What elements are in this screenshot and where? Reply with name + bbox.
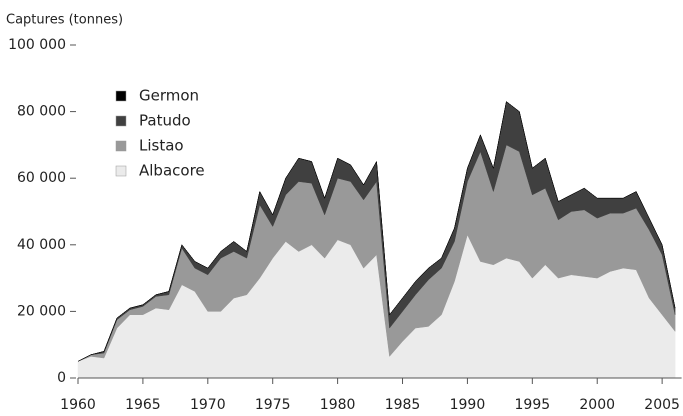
x-tick-label: 1975 xyxy=(255,397,291,413)
legend-swatch xyxy=(115,115,127,127)
x-tick-label: 2005 xyxy=(644,397,680,413)
legend-label: Germon xyxy=(139,87,199,105)
x-tick-label: 2000 xyxy=(579,397,615,413)
y-tick-label: 0 xyxy=(57,370,66,386)
x-tick-label: 1960 xyxy=(60,397,96,413)
x-tick-label: 1980 xyxy=(320,397,356,413)
legend-label: Patudo xyxy=(139,112,191,130)
x-tick-label: 1990 xyxy=(450,397,486,413)
legend-label: Listao xyxy=(139,137,184,155)
x-tick-label: 1985 xyxy=(385,397,421,413)
legend-swatch xyxy=(115,90,127,102)
y-tick-label: 80 000 xyxy=(17,104,66,120)
y-tick-label: 20 000 xyxy=(17,303,66,319)
y-axis-label: Captures (tonnes) xyxy=(6,13,123,28)
legend-label: Albacore xyxy=(139,162,205,180)
y-tick-label: 60 000 xyxy=(17,170,66,186)
x-tick-label: 1995 xyxy=(515,397,551,413)
legend-swatch xyxy=(115,140,127,152)
x-tick-label: 1965 xyxy=(125,397,161,413)
legend-swatch xyxy=(115,165,127,177)
y-tick-label: 100 000 xyxy=(8,37,66,53)
y-tick-label: 40 000 xyxy=(17,237,66,253)
x-tick-label: 1970 xyxy=(190,397,226,413)
